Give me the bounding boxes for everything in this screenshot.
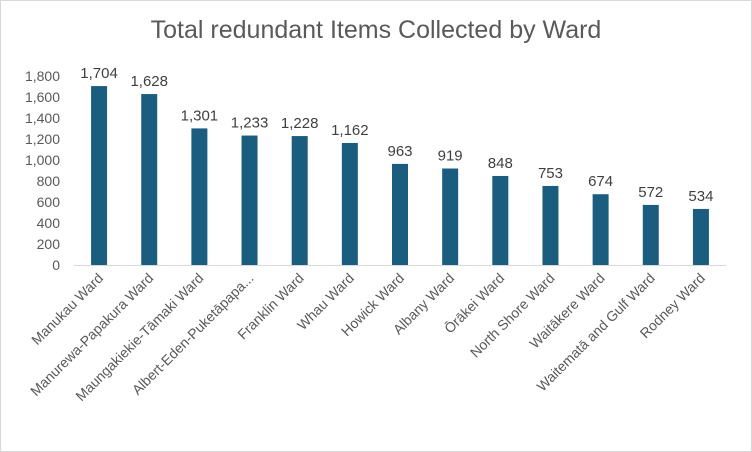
data-label: 963 [387,143,412,160]
y-tick-label: 1,400 [25,110,60,126]
x-tick-label: North Shore Ward [467,270,558,361]
bar [341,142,358,265]
y-tick-label: 1,000 [25,152,60,168]
bar [592,194,609,265]
y-tick-label: 1,200 [25,131,60,147]
bar [642,204,659,265]
bar [692,208,709,265]
y-tick-label: 800 [37,173,61,189]
y-tick-label: 1,800 [25,68,60,84]
y-tick-label: 200 [37,236,61,252]
data-label: 1,301 [181,107,219,124]
y-axis: 0 200 400 600 800 1,000 1,200 1,400 1,600 1,800 [25,68,60,273]
data-label: 1,233 [231,115,269,132]
data-labels-group: 1,704 1,628 1,301 1,233 1,228 1,162 963 919 848 7… [80,65,713,205]
bar [442,168,459,265]
data-label: 674 [588,173,613,190]
chart-title: Total redundant Items Collected by Ward [150,16,602,44]
y-tick-label: 1,600 [25,89,60,105]
bar [241,135,258,265]
y-tick-label: 0 [52,257,60,273]
data-label: 572 [638,184,663,201]
data-label: 1,628 [130,73,168,90]
bar [191,128,208,265]
bars-group [91,86,709,265]
bar [141,94,158,265]
data-label: 1,228 [281,115,319,132]
data-label: 848 [488,155,513,172]
data-label: 1,162 [331,122,369,139]
data-label: 919 [438,148,463,165]
bar [392,163,408,265]
data-label: 534 [688,188,713,205]
bar [492,175,509,265]
bar [291,136,308,265]
data-label: 753 [538,165,563,182]
y-tick-label: 600 [37,194,61,210]
data-label: 1,704 [80,65,118,82]
y-tick-label: 400 [37,215,61,231]
bar [542,185,559,265]
bar [91,86,108,265]
